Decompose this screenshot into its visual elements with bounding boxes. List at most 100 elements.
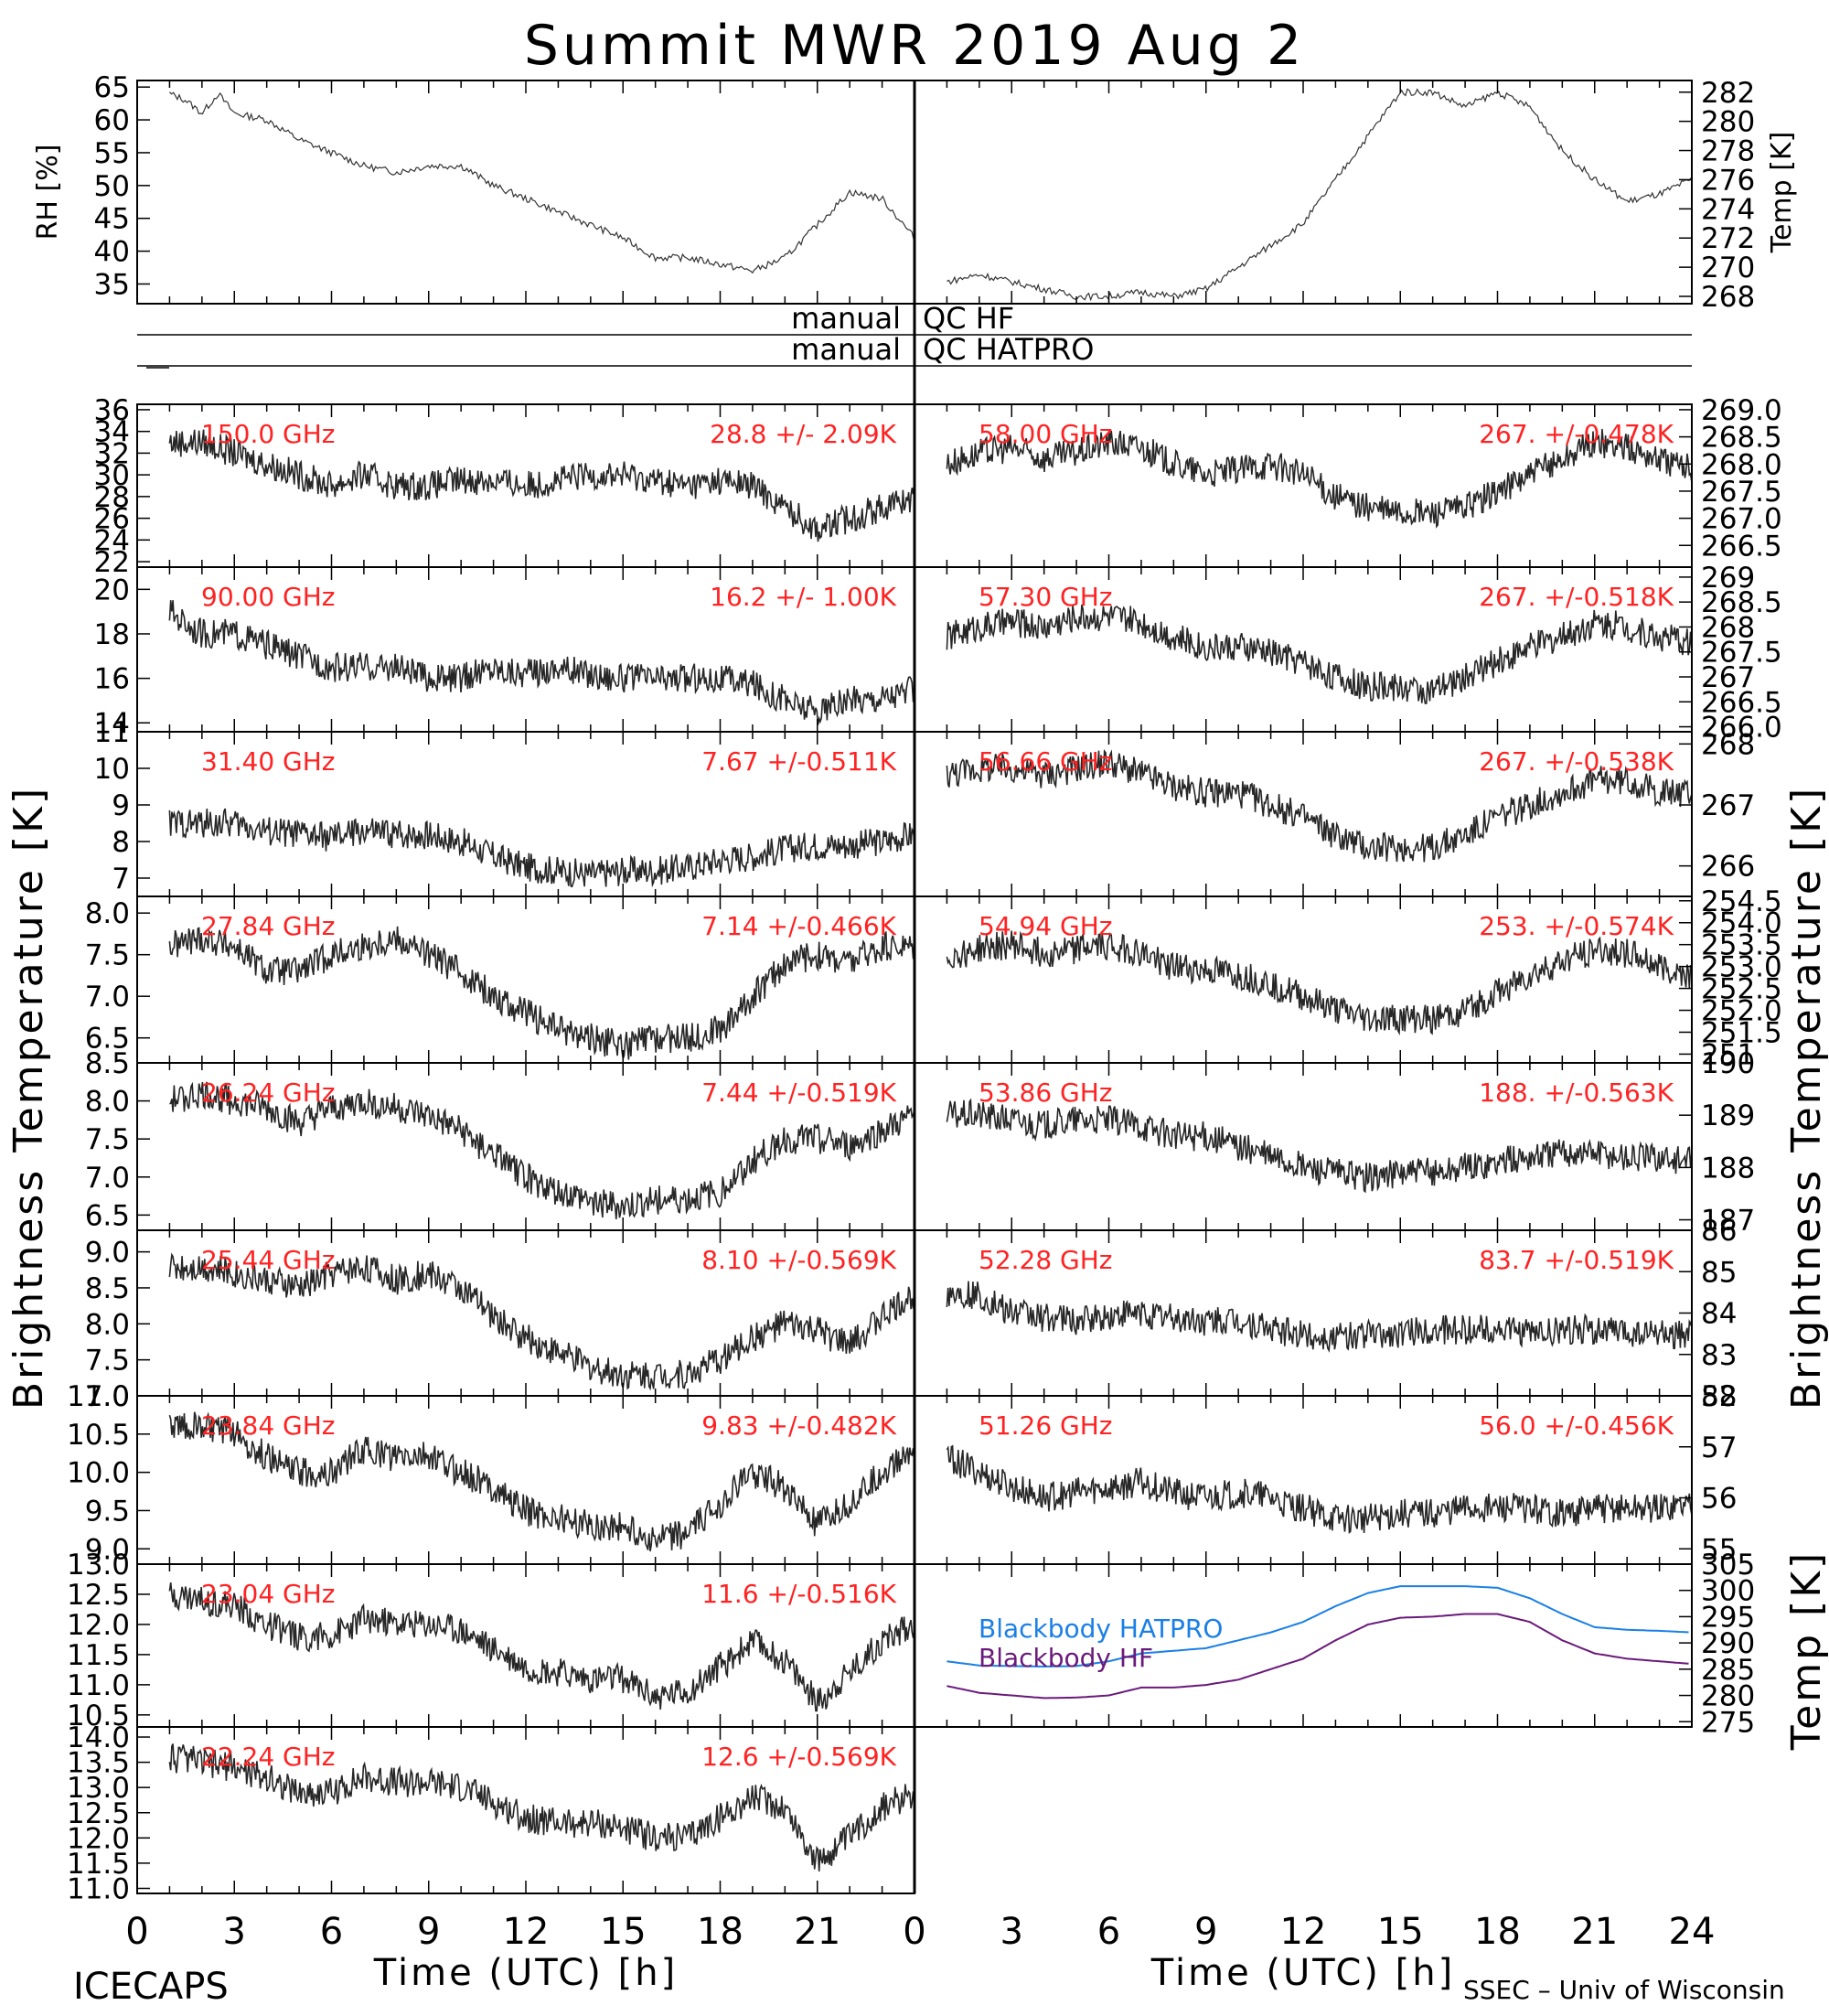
y-tick-label: 268 bbox=[1701, 611, 1755, 644]
panel-ylabel: RH [%] bbox=[32, 145, 64, 241]
y-tick-label: 253.0 bbox=[1701, 951, 1782, 984]
y-tick-label: 58 bbox=[1701, 1380, 1737, 1413]
legend-hf: Blackbody HF bbox=[979, 1643, 1153, 1673]
qc-hf-left-label: manual bbox=[791, 301, 901, 336]
y-tick-label: 65 bbox=[94, 71, 130, 104]
series-trace bbox=[168, 1252, 915, 1391]
y-tick-label: 290 bbox=[1701, 1627, 1755, 1660]
channel-label: 51.26 GHz bbox=[979, 1410, 1113, 1441]
y-tick-label: 280 bbox=[1701, 1680, 1755, 1713]
y-tick-label: 268.5 bbox=[1701, 586, 1782, 619]
series-trace bbox=[946, 748, 1693, 863]
channel-label: 56.66 GHz bbox=[979, 746, 1113, 777]
y-tick-label: 14 bbox=[94, 707, 130, 740]
panel-frame bbox=[136, 80, 915, 305]
panel-ch2784: 6.5 7.0 7.5 8.0 27.84 GHz 7.14 +/-0.466K bbox=[85, 895, 915, 1064]
y-tick-label: 8 bbox=[112, 826, 130, 859]
y-tick-label: 280 bbox=[1701, 106, 1755, 139]
y-tick-label: 8.0 bbox=[85, 1086, 130, 1119]
x-tick-label: 24 bbox=[1669, 1911, 1716, 1953]
y-tick-label: 266.5 bbox=[1701, 530, 1782, 563]
series-trace bbox=[168, 91, 914, 274]
y-tick-label: 187 bbox=[1701, 1205, 1755, 1238]
channel-stat: 12.6 +/-0.569K bbox=[701, 1742, 896, 1772]
panel-ch5126: 58 57 56 55 51.26 GHz 56.0 +/-0.456K bbox=[914, 1380, 1737, 1566]
series-trace bbox=[946, 428, 1693, 529]
x-tick-label: 0 bbox=[903, 1911, 925, 1953]
y-tick-label: 18 bbox=[94, 618, 130, 651]
y-tick-label: 252.0 bbox=[1701, 995, 1782, 1028]
series-line-hf bbox=[947, 1613, 1689, 1700]
y-tick-label: 11 bbox=[94, 716, 130, 749]
y-tick-label: 251 bbox=[1701, 1038, 1755, 1071]
y-tick-label: 6.5 bbox=[85, 1199, 130, 1232]
y-tick-label: 7.0 bbox=[85, 1162, 130, 1195]
y-tick-label: 28 bbox=[94, 481, 130, 514]
y-tick-label: 267 bbox=[1701, 789, 1755, 822]
series-line-hatpro bbox=[947, 1585, 1689, 1668]
channel-label: 54.94 GHz bbox=[979, 911, 1113, 941]
channel-stat: 56.0 +/-0.456K bbox=[1479, 1410, 1674, 1441]
channel-label: 25.44 GHz bbox=[201, 1245, 336, 1275]
y-tick-label: 266.0 bbox=[1701, 712, 1782, 745]
y-tick-label: 8.0 bbox=[85, 1308, 130, 1341]
channel-stat: 83.7 +/-0.519K bbox=[1479, 1245, 1674, 1275]
y-tick-label: 16 bbox=[94, 663, 130, 696]
y-tick-label: 10.5 bbox=[67, 1700, 130, 1732]
channel-stat: 267. +/-0.478K bbox=[1479, 419, 1674, 449]
qc-hf-right-label: QC HF bbox=[923, 301, 1014, 336]
y-tick-label: 83 bbox=[1701, 1339, 1737, 1372]
x-tick-label: 6 bbox=[1097, 1911, 1120, 1953]
series-trace bbox=[946, 930, 1693, 1036]
y-tick-label: 34 bbox=[94, 416, 130, 449]
y-tick-label: 11.0 bbox=[67, 1380, 130, 1413]
y-tick-label: 60 bbox=[94, 104, 130, 137]
x-tick-label: 18 bbox=[1474, 1911, 1521, 1953]
channel-label: 31.40 GHz bbox=[201, 746, 336, 777]
series-trace bbox=[168, 1743, 915, 1871]
y-tick-label: 189 bbox=[1701, 1099, 1755, 1132]
y-tick-label: 8.0 bbox=[85, 897, 130, 930]
channel-stat: 7.44 +/-0.519K bbox=[701, 1078, 896, 1108]
y-tick-label: 254.0 bbox=[1701, 907, 1782, 940]
y-tick-label: 82 bbox=[1701, 1380, 1737, 1413]
y-tick-label: 50 bbox=[94, 170, 130, 203]
y-tick-label: 11.5 bbox=[67, 1848, 130, 1881]
x-tick-label: 3 bbox=[1000, 1911, 1023, 1953]
y-tick-label: 267.0 bbox=[1701, 503, 1782, 536]
y-tick-label: 57 bbox=[1701, 1432, 1737, 1464]
y-tick-label: 305 bbox=[1701, 1549, 1755, 1582]
y-tick-label: 267.5 bbox=[1701, 637, 1782, 670]
channel-stat: 7.14 +/-0.466K bbox=[701, 911, 896, 941]
x-tick-label: 15 bbox=[600, 1911, 647, 1953]
y-tick-label: 282 bbox=[1701, 77, 1755, 110]
series-trace bbox=[946, 604, 1693, 705]
y-tick-label: 268.5 bbox=[1701, 422, 1782, 455]
y-tick-label: 13.0 bbox=[67, 1549, 130, 1582]
panel-frame bbox=[914, 80, 1693, 305]
y-tick-label: 32 bbox=[94, 437, 130, 470]
channel-stat: 267. +/-0.518K bbox=[1479, 582, 1674, 612]
series-trace bbox=[168, 600, 915, 725]
y-tick-label: 9.0 bbox=[85, 1237, 130, 1270]
y-tick-label: 12.0 bbox=[67, 1822, 130, 1855]
y-tick-label: 8.5 bbox=[85, 1047, 130, 1080]
y-tick-label: 274 bbox=[1701, 193, 1755, 226]
y-tick-label: 188 bbox=[1701, 1152, 1755, 1185]
y-tick-label: 12.5 bbox=[67, 1579, 130, 1612]
y-tick-label: 267.5 bbox=[1701, 476, 1782, 509]
y-tick-label: 267 bbox=[1701, 661, 1755, 694]
y-tick-label: 85 bbox=[1701, 1256, 1737, 1289]
series-trace bbox=[947, 88, 1692, 302]
channel-stat: 7.67 +/-0.511K bbox=[701, 746, 896, 777]
y-tick-label: 12.5 bbox=[67, 1797, 130, 1830]
x-tick-label: 18 bbox=[697, 1911, 743, 1953]
y-tick-label: 266 bbox=[1701, 851, 1755, 884]
